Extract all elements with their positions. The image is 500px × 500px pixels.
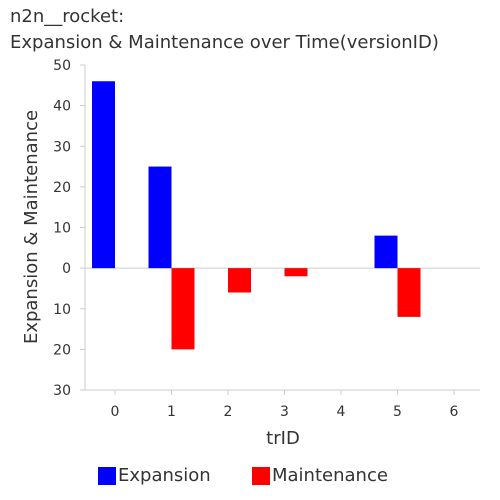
bar-maintenance-3	[284, 268, 308, 277]
x-tick-label: 4	[337, 404, 346, 420]
x-tick-label: 3	[280, 404, 289, 420]
y-tick-label: 10	[53, 302, 71, 318]
bar-expansion-0	[92, 81, 115, 269]
chart-title-line-2: Expansion & Maintenance over Time(versio…	[10, 32, 439, 53]
bar-expansion-1	[148, 166, 172, 269]
y-tick-label: 0	[62, 261, 71, 277]
y-tick-label: 30	[53, 139, 71, 155]
bar-maintenance-2	[228, 268, 251, 293]
y-tick-label: 40	[53, 99, 71, 115]
y-tick-label: 50	[53, 58, 71, 74]
bar-maintenance-1	[171, 268, 195, 350]
y-tick-label: 20	[53, 180, 71, 196]
x-tick-label: 6	[450, 404, 459, 420]
legend-swatch-expansion	[98, 466, 116, 485]
x-tick-label: 5	[393, 404, 402, 420]
chart-title-line-1: n2n__rocket:	[10, 6, 125, 27]
bar-maintenance-5	[397, 268, 421, 317]
x-tick-label: 2	[224, 404, 233, 420]
legend: Expansion Maintenance	[0, 465, 500, 489]
x-tick-label: 0	[111, 404, 120, 420]
y-axis-title: Expansion & Maintenance	[21, 110, 42, 344]
bar-expansion-5	[374, 235, 398, 269]
legend-item-expansion[interactable]: Expansion	[98, 465, 211, 486]
legend-item-maintenance[interactable]: Maintenance	[252, 465, 388, 486]
x-tick-label: 1	[167, 404, 176, 420]
y-tick-label: 20	[53, 342, 71, 358]
y-tick-label: 10	[53, 221, 71, 237]
x-axis-title: trID	[266, 428, 300, 449]
legend-label-maintenance: Maintenance	[272, 465, 388, 486]
y-tick-label: 30	[53, 383, 71, 399]
legend-label-expansion: Expansion	[118, 465, 211, 486]
legend-swatch-maintenance	[252, 466, 270, 485]
